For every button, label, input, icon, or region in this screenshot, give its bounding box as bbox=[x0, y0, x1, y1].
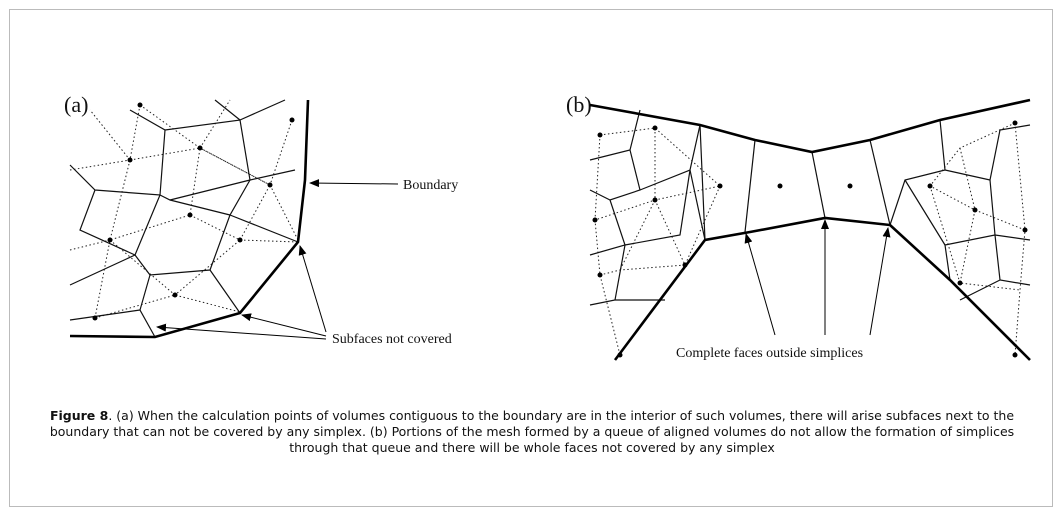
figure-diagrams: (a) Boundary bbox=[64, 92, 1031, 361]
solid-mesh bbox=[589, 109, 1031, 306]
annotation: Boundary bbox=[403, 178, 458, 193]
figure-frame bbox=[9, 9, 1053, 507]
caption-text: . (a) When the calculation points of vol… bbox=[49, 408, 1015, 455]
points bbox=[592, 120, 1028, 358]
arrow bbox=[744, 233, 776, 336]
arrow bbox=[241, 313, 327, 337]
arrow bbox=[298, 245, 327, 333]
panel-b: (b) Comp bbox=[566, 92, 1031, 361]
panel-label: (a) bbox=[64, 92, 88, 117]
annotation: Complete faces outside simplices bbox=[676, 346, 863, 361]
dotted-mesh bbox=[69, 99, 299, 319]
arrow bbox=[156, 323, 327, 340]
panel-label: (b) bbox=[566, 92, 592, 117]
figure-caption: Figure 8. (a) When the calculation point… bbox=[40, 408, 1024, 456]
arrow bbox=[309, 179, 399, 188]
caption-label: Figure 8 bbox=[49, 408, 109, 423]
solid-mesh bbox=[69, 99, 299, 338]
points bbox=[92, 102, 295, 321]
panel-a: (a) Boundary bbox=[64, 92, 458, 347]
annotation: Subfaces not covered bbox=[332, 332, 452, 347]
arrow bbox=[869, 227, 891, 336]
boundary-line bbox=[613, 216, 1031, 361]
boundary-line bbox=[589, 98, 1031, 154]
boundary-line bbox=[69, 99, 310, 339]
